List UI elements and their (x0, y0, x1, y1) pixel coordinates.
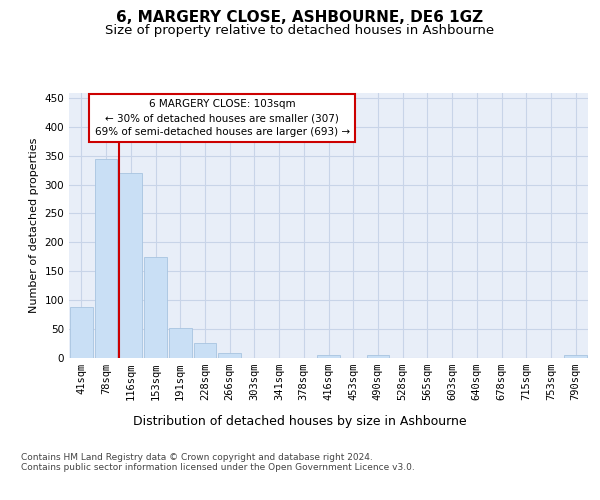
Text: 6 MARGERY CLOSE: 103sqm
← 30% of detached houses are smaller (307)
69% of semi-d: 6 MARGERY CLOSE: 103sqm ← 30% of detache… (95, 99, 350, 137)
Bar (119, 173, 142, 358)
Text: Distribution of detached houses by size in Ashbourne: Distribution of detached houses by size … (133, 415, 467, 428)
Bar (564, 355, 587, 358)
Bar (95, 159, 118, 358)
Y-axis label: Number of detached properties: Number of detached properties (29, 138, 39, 312)
Bar (218, 353, 241, 358)
Text: Size of property relative to detached houses in Ashbourne: Size of property relative to detached ho… (106, 24, 494, 37)
Text: Contains HM Land Registry data © Crown copyright and database right 2024.
Contai: Contains HM Land Registry data © Crown c… (21, 452, 415, 472)
Bar (70, 307, 93, 358)
Bar (367, 355, 389, 358)
Bar (169, 328, 191, 358)
Bar (317, 355, 340, 358)
Text: 6, MARGERY CLOSE, ASHBOURNE, DE6 1GZ: 6, MARGERY CLOSE, ASHBOURNE, DE6 1GZ (116, 10, 484, 25)
Bar (144, 256, 167, 358)
Bar (194, 343, 216, 357)
